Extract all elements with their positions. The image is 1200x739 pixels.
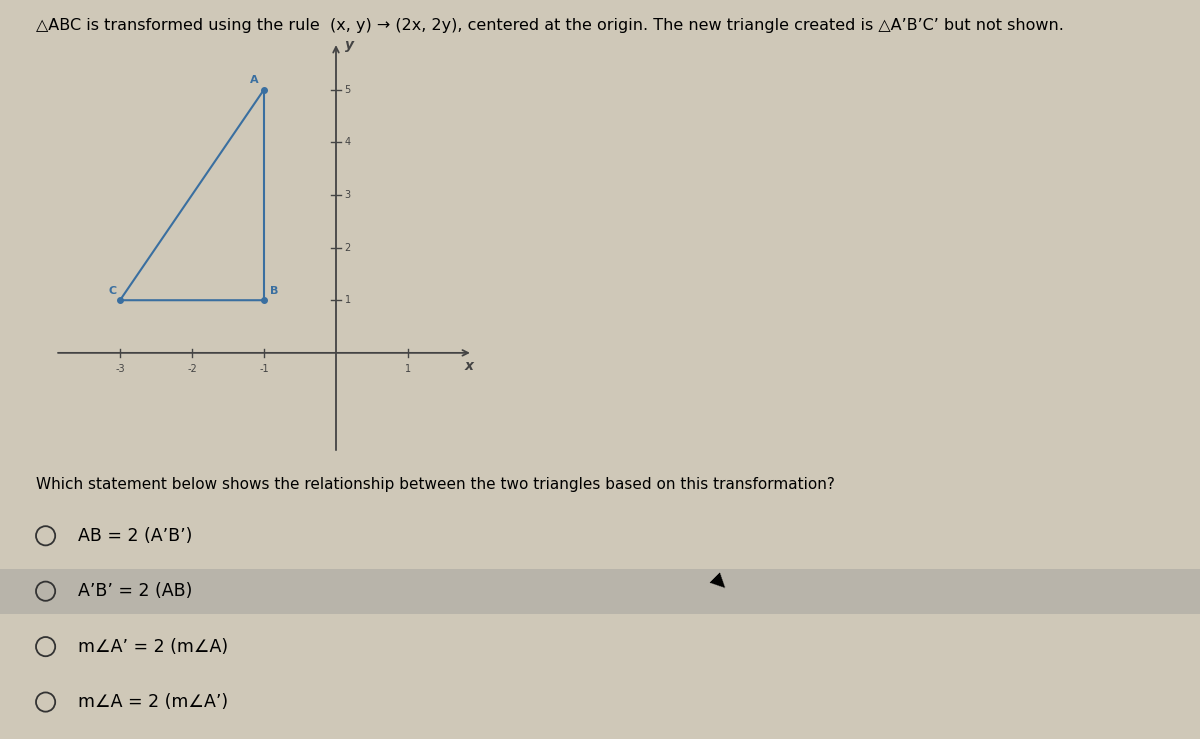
Text: AB = 2 (A’B’): AB = 2 (A’B’) bbox=[78, 527, 192, 545]
Text: m∠A’ = 2 (m∠A): m∠A’ = 2 (m∠A) bbox=[78, 638, 228, 655]
Text: A’B’ = 2 (AB): A’B’ = 2 (AB) bbox=[78, 582, 192, 600]
Text: x: x bbox=[464, 359, 474, 373]
Text: △ABC is transformed using the rule  (x, y) → (2x, 2y), centered at the origin. T: △ABC is transformed using the rule (x, y… bbox=[36, 18, 1064, 33]
Text: m∠A = 2 (m∠A’): m∠A = 2 (m∠A’) bbox=[78, 693, 228, 711]
Text: -1: -1 bbox=[259, 364, 269, 375]
Text: C: C bbox=[108, 286, 116, 296]
Text: A: A bbox=[250, 75, 258, 86]
Text: y: y bbox=[344, 38, 354, 52]
Text: 2: 2 bbox=[344, 242, 350, 253]
Text: 1: 1 bbox=[404, 364, 412, 375]
Text: B: B bbox=[270, 286, 278, 296]
Text: -3: -3 bbox=[115, 364, 125, 375]
Text: Which statement below shows the relationship between the two triangles based on : Which statement below shows the relation… bbox=[36, 477, 835, 491]
Text: 1: 1 bbox=[344, 295, 350, 305]
Text: 4: 4 bbox=[344, 137, 350, 147]
Text: 5: 5 bbox=[344, 84, 350, 95]
Text: ▶: ▶ bbox=[708, 570, 732, 593]
Text: 3: 3 bbox=[344, 190, 350, 200]
Text: -2: -2 bbox=[187, 364, 197, 375]
